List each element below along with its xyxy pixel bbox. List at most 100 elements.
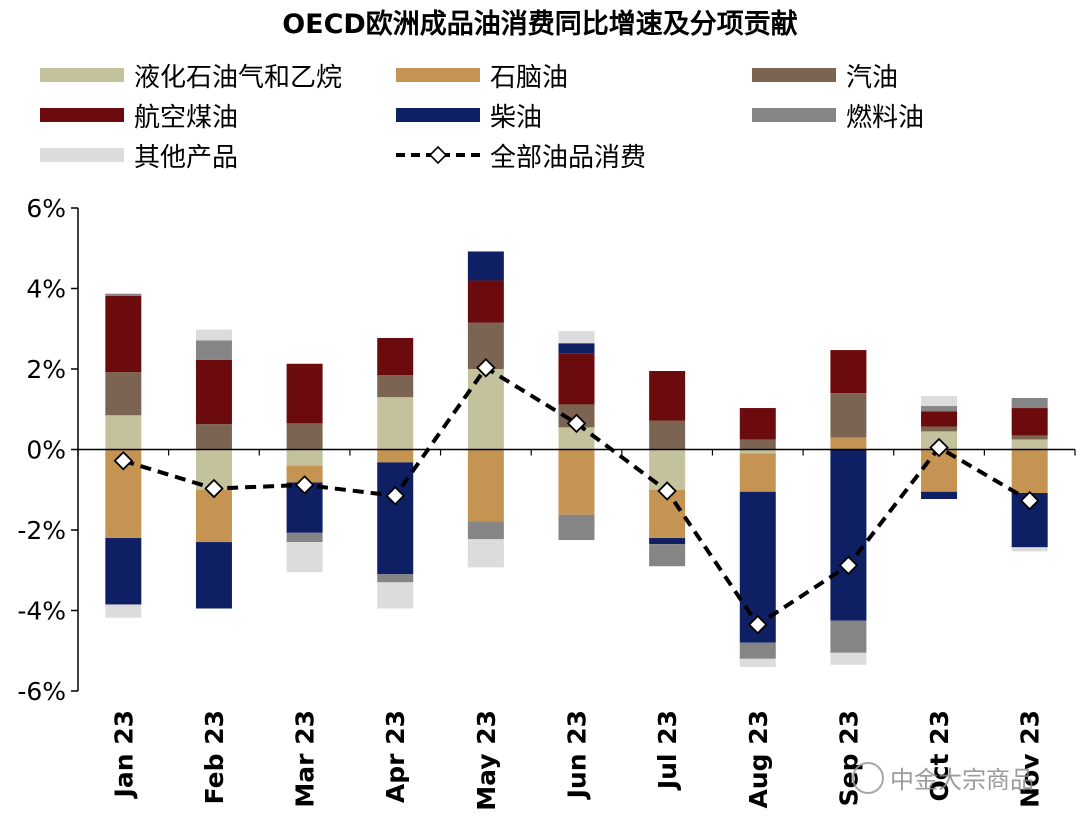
y-tick-label: 4%	[26, 275, 66, 304]
x-tick-label: Jan 23	[109, 710, 138, 799]
bar-segment-7	[558, 331, 595, 344]
total-point-marker	[385, 486, 406, 506]
bar-segment-6	[377, 574, 414, 583]
y-tick-label: -6%	[17, 677, 66, 706]
bar-segment-3	[921, 426, 958, 432]
bar-segment-6	[649, 544, 686, 567]
bar-segment-6	[558, 514, 595, 541]
total-point-marker	[747, 614, 768, 635]
legend-item-naphtha: 石脑油	[396, 58, 568, 93]
legend-label-jet-fuel: 航空煤油	[134, 102, 239, 133]
bar-segment-2	[286, 465, 323, 483]
bar-segment-7	[286, 542, 323, 573]
bar-segment-4	[377, 338, 414, 376]
x-tick-label: Nov 23	[1016, 710, 1045, 808]
legend-swatch-lpg	[40, 68, 124, 82]
bar-segment-4	[195, 359, 232, 425]
legend-swatch-naphtha	[396, 68, 480, 82]
legend-item-fuel-oil: 燃料油	[752, 98, 925, 133]
bar-segment-4	[558, 353, 595, 405]
legend-label-gasoline: 汽油	[846, 62, 899, 93]
bar-segment-2	[558, 449, 595, 515]
legend-swatch-other	[40, 148, 124, 162]
legend-swatch-gasoline	[752, 68, 836, 82]
legend-item-diesel: 柴油	[396, 98, 542, 133]
bar-segment-4	[739, 408, 776, 440]
bar-segment-3	[830, 393, 867, 438]
bar-segment-1	[105, 415, 142, 450]
bar-segment-6	[467, 521, 504, 540]
bar-segment-3	[105, 372, 142, 416]
total-line	[122, 365, 1031, 628]
bar-segment-5	[195, 542, 232, 609]
watermark-text: 中金大宗商品	[890, 766, 1034, 794]
bar-segment-6	[739, 642, 776, 659]
legend-item-jet-fuel: 航空煤油	[40, 98, 239, 133]
bar-segment-4	[105, 295, 142, 373]
bar-segment-4	[286, 363, 323, 424]
bar-segment-4	[649, 371, 686, 421]
bar-segment-4	[830, 350, 867, 394]
bar-segment-7	[739, 658, 776, 667]
bar-segment-5	[558, 343, 595, 354]
total-point-marker	[929, 437, 949, 458]
bar-segment-7	[1011, 547, 1048, 552]
bar-segment-6	[105, 293, 142, 296]
bar-segment-1	[286, 449, 323, 466]
bar-segment-1	[377, 397, 414, 450]
legend-line-total	[396, 145, 480, 165]
x-tick-label: Apr 23	[381, 710, 410, 803]
x-tick-label: Jul 23	[653, 710, 682, 791]
legend-item-lpg: 液化石油气和乙烷	[40, 58, 343, 93]
legend-item-gasoline: 汽油	[752, 58, 899, 93]
legend-item-other: 其他产品	[40, 138, 239, 173]
legend-label-other: 其他产品	[134, 142, 239, 173]
y-tick-label: 6%	[26, 194, 66, 223]
bar-segment-4	[1011, 408, 1048, 436]
total-point-marker	[1019, 490, 1040, 511]
bar-segment-6	[195, 340, 232, 360]
bar-segment-7	[830, 652, 867, 665]
y-tick-label: 2%	[26, 355, 66, 384]
legend-label-fuel-oil: 燃料油	[846, 102, 925, 133]
bar-segment-5	[830, 449, 867, 621]
bar-segment-6	[921, 406, 958, 412]
total-point-marker	[476, 358, 496, 378]
wechat-icon	[852, 761, 884, 794]
bar-segment-3	[377, 375, 414, 398]
bar-segment-3	[1011, 435, 1048, 440]
bar-segment-1	[467, 369, 504, 450]
y-tick-label: -2%	[17, 516, 66, 545]
legend-swatch-diesel	[396, 108, 480, 122]
bar-segment-2	[195, 489, 232, 543]
bar-segment-7	[195, 329, 232, 341]
total-point-marker	[566, 413, 587, 434]
watermark: 中金大宗商品	[852, 760, 1034, 795]
bar-segment-2	[739, 453, 776, 492]
x-tick-label: Jun 23	[563, 710, 592, 800]
x-tick-label: Aug 23	[744, 710, 773, 809]
bar-segment-5	[467, 251, 504, 281]
bar-segment-6	[830, 620, 867, 653]
bar-segment-2	[830, 437, 867, 450]
bar-segment-3	[286, 423, 323, 450]
bar-segment-7	[377, 582, 414, 609]
legend-label-lpg: 液化石油气和乙烷	[134, 62, 343, 93]
total-point-marker	[113, 450, 134, 471]
bar-segment-5	[921, 491, 958, 500]
x-tick-label: May 23	[472, 710, 501, 811]
bar-segment-4	[467, 280, 504, 323]
legend-label-total: 全部油品消费	[490, 142, 647, 173]
total-point-marker	[294, 475, 315, 495]
bar-segment-2	[377, 449, 414, 463]
x-tick-label: Feb 23	[200, 710, 229, 804]
bar-segment-1	[1011, 439, 1048, 450]
x-tick-label: Oct 23	[925, 710, 954, 802]
bar-segment-5	[105, 538, 142, 605]
legend-item-total: 全部油品消费	[396, 138, 647, 173]
bar-segment-5	[649, 538, 686, 545]
bar-segment-3	[649, 420, 686, 450]
bar-segment-7	[105, 604, 142, 618]
bar-segment-4	[921, 411, 958, 427]
